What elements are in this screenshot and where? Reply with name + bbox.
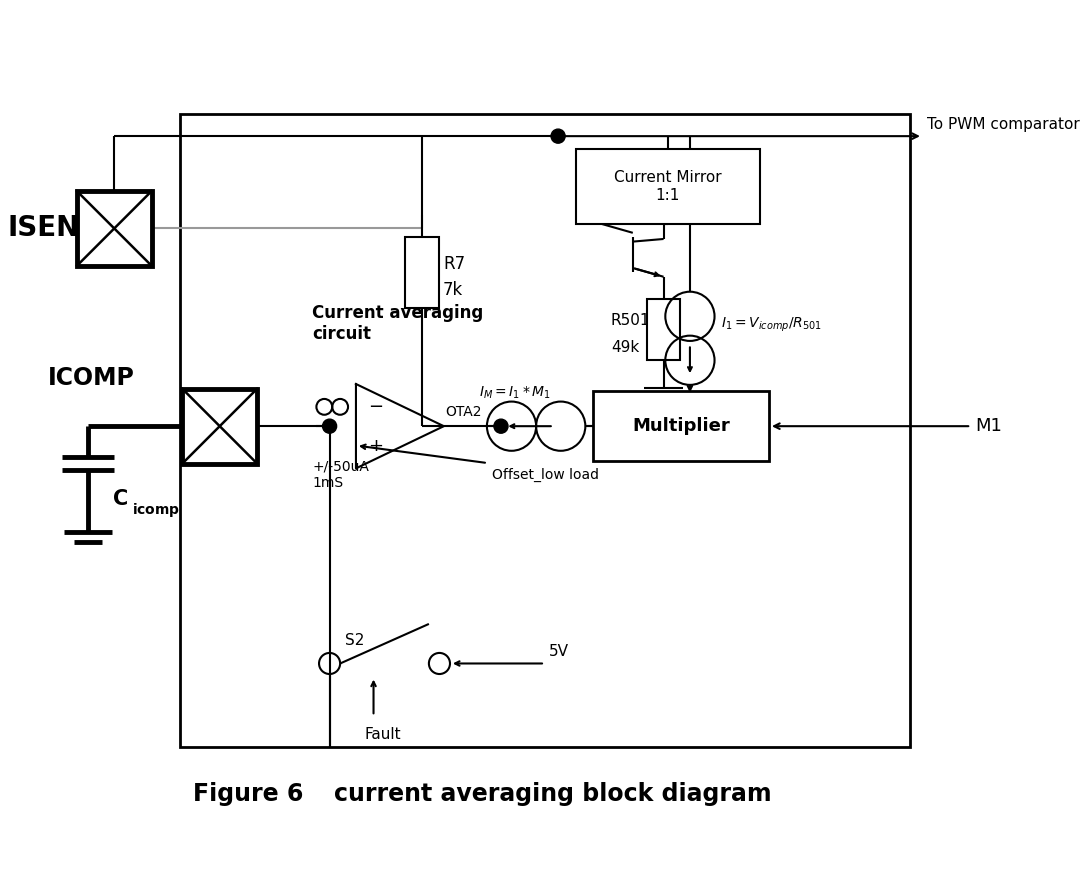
Text: R7: R7 bbox=[443, 255, 465, 272]
Bar bbox=[405, 237, 438, 308]
Text: Multiplier: Multiplier bbox=[632, 417, 730, 435]
Circle shape bbox=[323, 419, 337, 433]
Circle shape bbox=[551, 129, 565, 143]
Text: ISENSE: ISENSE bbox=[8, 215, 118, 242]
Text: $\mathbf{icomp}$: $\mathbf{icomp}$ bbox=[132, 500, 180, 519]
Text: 7k: 7k bbox=[443, 281, 463, 299]
Text: Current averaging
circuit: Current averaging circuit bbox=[312, 304, 483, 343]
Text: $\mathbf{C}$: $\mathbf{C}$ bbox=[112, 489, 129, 509]
Text: +/-50uA
1mS: +/-50uA 1mS bbox=[312, 460, 369, 490]
Text: 5V: 5V bbox=[550, 644, 569, 659]
Bar bbox=[77, 191, 151, 266]
Bar bbox=[180, 114, 909, 747]
Bar bbox=[576, 149, 760, 224]
Bar bbox=[647, 299, 680, 361]
Text: 49k: 49k bbox=[611, 339, 639, 354]
Text: Current Mirror
1:1: Current Mirror 1:1 bbox=[615, 171, 721, 203]
Bar bbox=[593, 391, 769, 461]
Text: M1: M1 bbox=[975, 417, 1002, 435]
Circle shape bbox=[494, 419, 508, 433]
Bar bbox=[183, 389, 257, 463]
Text: Fault: Fault bbox=[365, 727, 402, 742]
Text: +: + bbox=[368, 437, 382, 454]
Text: Figure 6: Figure 6 bbox=[193, 781, 303, 805]
Text: Offset_low load: Offset_low load bbox=[492, 468, 599, 482]
Text: current averaging block diagram: current averaging block diagram bbox=[334, 781, 771, 805]
Text: −: − bbox=[367, 398, 382, 415]
Text: To PWM comparator: To PWM comparator bbox=[928, 117, 1080, 132]
Text: $I_M=I_1*M_1$: $I_M=I_1*M_1$ bbox=[480, 385, 551, 401]
Text: S2: S2 bbox=[346, 633, 365, 648]
Text: $I_1=V_{icomp}/R_{501}$: $I_1=V_{icomp}/R_{501}$ bbox=[720, 316, 822, 334]
Text: R501: R501 bbox=[611, 313, 650, 328]
Text: OTA2: OTA2 bbox=[446, 405, 482, 419]
Text: ICOMP: ICOMP bbox=[49, 366, 135, 390]
